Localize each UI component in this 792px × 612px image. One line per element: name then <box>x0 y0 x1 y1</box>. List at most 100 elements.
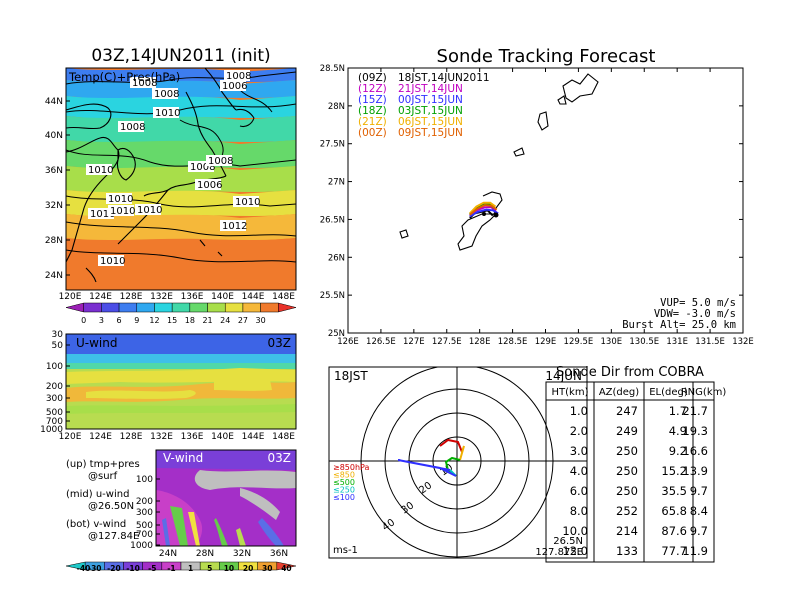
isobar-label: 1010 <box>100 256 125 267</box>
wind-colorbar-tick: 40 <box>281 564 291 573</box>
map-panel-title: 03Z,14JUN2011 (init) <box>91 46 270 66</box>
temperature-colorbar-swatch <box>224 302 244 313</box>
tracking-legend-jst: 00JST,15JUN <box>398 94 463 106</box>
tracking-lat-tick: 28N <box>328 102 345 112</box>
table-cell: 214 <box>616 524 638 538</box>
isobar-label: 1010 <box>108 194 133 205</box>
isobar-label: 1006 <box>197 180 222 191</box>
temperature-colorbar-swatch <box>83 302 102 313</box>
u-wind-lon-tick: 120E <box>59 432 82 442</box>
temperature-colorbar-tick: 12 <box>149 316 159 325</box>
tracking-legend-jst: 09JST,15JUN <box>398 127 463 139</box>
tracking-legend-utc: (21Z) <box>358 116 387 128</box>
isobar-label: 1010 <box>235 197 260 208</box>
table-header-cell: AZ(deg) <box>599 387 639 398</box>
table-cell: 87.6 <box>661 524 687 538</box>
v-wind-pressure-tick: 1000 <box>130 541 153 551</box>
tracking-lat-tick: 27.5N <box>320 140 345 150</box>
temperature-colorbar-tick: 27 <box>238 316 248 325</box>
v-wind-pressure-tick: 100 <box>136 475 153 485</box>
table-cell: 11.9 <box>682 544 708 558</box>
table-cell: 250 <box>616 464 638 478</box>
polar-layer-label: ≤250 <box>333 486 355 495</box>
v-wind-pressure-tick: 300 <box>136 508 153 518</box>
polar-hodograph <box>397 438 465 477</box>
tracking-lon-tick: 129E <box>535 337 557 347</box>
launch-point <box>493 212 499 218</box>
wind-colorbar-swatch <box>276 561 297 571</box>
v-wind-lat-ticks: 24N 28N 32N 36N <box>159 549 288 559</box>
polar-layer-label: ≥850hPa <box>333 463 370 472</box>
map-lon-tick: 120E <box>59 292 82 302</box>
tracking-lat-tick: 26N <box>328 253 345 263</box>
temperature-band <box>66 96 296 121</box>
tracking-legend-utc: (18Z) <box>358 105 387 117</box>
map-lat-tick: 24N <box>45 271 63 281</box>
map-field-label: Temp(C)+Pres(hPa) <box>68 70 180 84</box>
temperature-colorbar-swatch <box>242 302 261 313</box>
wind-colorbar-tick: -20 <box>107 564 121 573</box>
wind-colorbar-tick: -10 <box>126 564 140 573</box>
polar-grid <box>329 367 587 558</box>
v-wind-pressure-tick: 700 <box>136 530 153 540</box>
wind-colorbar-tick: 5 <box>207 564 212 573</box>
map-lon-tick: 132E <box>150 292 173 302</box>
table-cell: 16.6 <box>682 444 708 458</box>
isobar-label: 1010 <box>88 165 113 176</box>
polar-date: 14JUN <box>545 369 582 383</box>
tracking-legend-utc: (12Z) <box>358 83 387 95</box>
temperature-colorbar-swatch <box>260 302 279 313</box>
u-wind-time: 03Z <box>268 336 292 350</box>
table-header-cell: HT(km) <box>552 387 589 398</box>
isobar-label: 1010 <box>110 206 135 217</box>
map-lat-tick: 40N <box>45 131 63 141</box>
isobar-labels: 1008100810081006100810101008100810061010… <box>86 70 260 267</box>
tracking-title: Sonde Tracking Forecast <box>437 46 656 67</box>
temperature-colorbar-ticks: 0 3 6 9 12 15 18 21 24 27 30 <box>81 316 266 325</box>
temperature-colorbar-tick: 24 <box>220 316 230 325</box>
temperature-colorbar-swatch <box>207 302 226 313</box>
coastlines <box>66 68 255 283</box>
map-lat-ticks: 44N 40N 36N 32N 28N 24N <box>45 97 70 281</box>
temperature-colorbar-tick: 15 <box>167 316 177 325</box>
table-frame <box>545 381 715 563</box>
wind-colorbar-ticks: -40-30 -20 -10 -5 -1 1 5 10 20 30 40 <box>77 564 292 573</box>
map-lon-tick: 128E <box>120 292 143 302</box>
v-wind-label: V-wind <box>163 451 203 465</box>
u-wind-lon-tick: 124E <box>89 432 112 442</box>
v-wind-lat-tick: 32N <box>233 549 251 559</box>
table-header-cell: EL(deg) <box>649 387 688 398</box>
temperature-colorbar-tick: 30 <box>256 316 266 325</box>
wind-colorbar-tick: 30 <box>262 564 272 573</box>
temperature-colorbar-swatch <box>154 302 173 313</box>
temperature-band <box>66 166 296 195</box>
tracking-legend-jst: 03JST,15JUN <box>398 105 463 117</box>
table-cell: 250 <box>616 484 638 498</box>
panel-note-line1: (up) tmp+pres <box>66 459 140 470</box>
wind-colorbar-tick: -30 <box>88 564 102 573</box>
wind-colorbar-tick: -5 <box>148 564 156 573</box>
tracking-lon-tick: 128E <box>469 337 491 347</box>
tracking-lon-tick: 126E <box>337 337 359 347</box>
table-cell: 21.7 <box>682 404 708 418</box>
table-cell: 4.9 <box>669 424 687 438</box>
polar-unit: ms-1 <box>333 545 358 556</box>
v-wind-field <box>156 450 296 546</box>
tracking-lon-tick: 126.5E <box>366 337 396 347</box>
u-wind-lon-tick: 128E <box>120 432 143 442</box>
map-lon-tick: 144E <box>242 292 265 302</box>
tracking-lon-tick: 131E <box>666 337 688 347</box>
isobar-label: 1008 <box>208 156 233 167</box>
polar-frame <box>328 366 588 559</box>
isobar-label: 1010 <box>137 205 162 216</box>
table-cell: 8.4 <box>690 504 708 518</box>
tracking-lat-tick: 27N <box>328 178 345 188</box>
table-cell: 6.0 <box>570 484 588 498</box>
isobar-label: 1010 <box>90 209 115 220</box>
temperature-band <box>66 140 296 171</box>
v-wind-lat-tick: 28N <box>196 549 214 559</box>
table-cell: 9.7 <box>690 524 708 538</box>
temperature-colorbar-swatch <box>278 302 297 313</box>
